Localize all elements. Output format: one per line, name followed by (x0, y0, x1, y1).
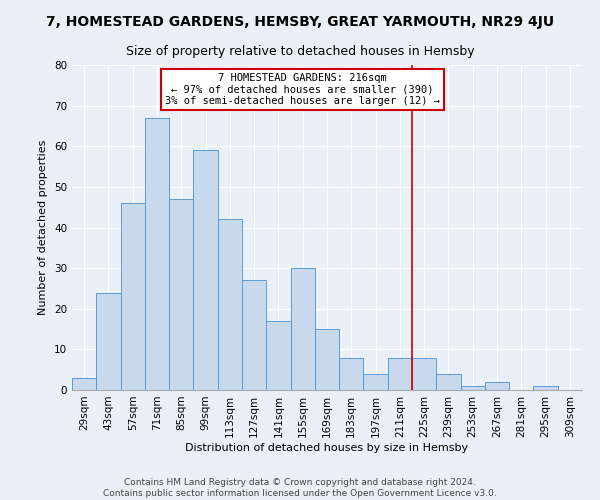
Bar (364, 374, 388, 390)
X-axis label: Distribution of detached houses by size in Hemsby: Distribution of detached houses by size … (185, 442, 469, 452)
Bar (315, 329, 339, 390)
Bar (485, 382, 509, 390)
Text: 7 HOMESTEAD GARDENS: 216sqm
← 97% of detached houses are smaller (390)
3% of sem: 7 HOMESTEAD GARDENS: 216sqm ← 97% of det… (165, 73, 440, 106)
Bar (461, 386, 485, 390)
Bar (96, 292, 121, 390)
Bar (290, 268, 315, 390)
Text: Size of property relative to detached houses in Hemsby: Size of property relative to detached ho… (125, 45, 475, 58)
Bar (242, 280, 266, 390)
Bar (436, 374, 461, 390)
Bar (266, 321, 290, 390)
Y-axis label: Number of detached properties: Number of detached properties (38, 140, 49, 315)
Bar (339, 358, 364, 390)
Bar (533, 386, 558, 390)
Bar (412, 358, 436, 390)
Bar (193, 150, 218, 390)
Bar (145, 118, 169, 390)
Bar (121, 203, 145, 390)
Bar (388, 358, 412, 390)
Text: Contains HM Land Registry data © Crown copyright and database right 2024.
Contai: Contains HM Land Registry data © Crown c… (103, 478, 497, 498)
Text: 7, HOMESTEAD GARDENS, HEMSBY, GREAT YARMOUTH, NR29 4JU: 7, HOMESTEAD GARDENS, HEMSBY, GREAT YARM… (46, 15, 554, 29)
Bar (218, 220, 242, 390)
Bar (72, 378, 96, 390)
Bar (169, 199, 193, 390)
